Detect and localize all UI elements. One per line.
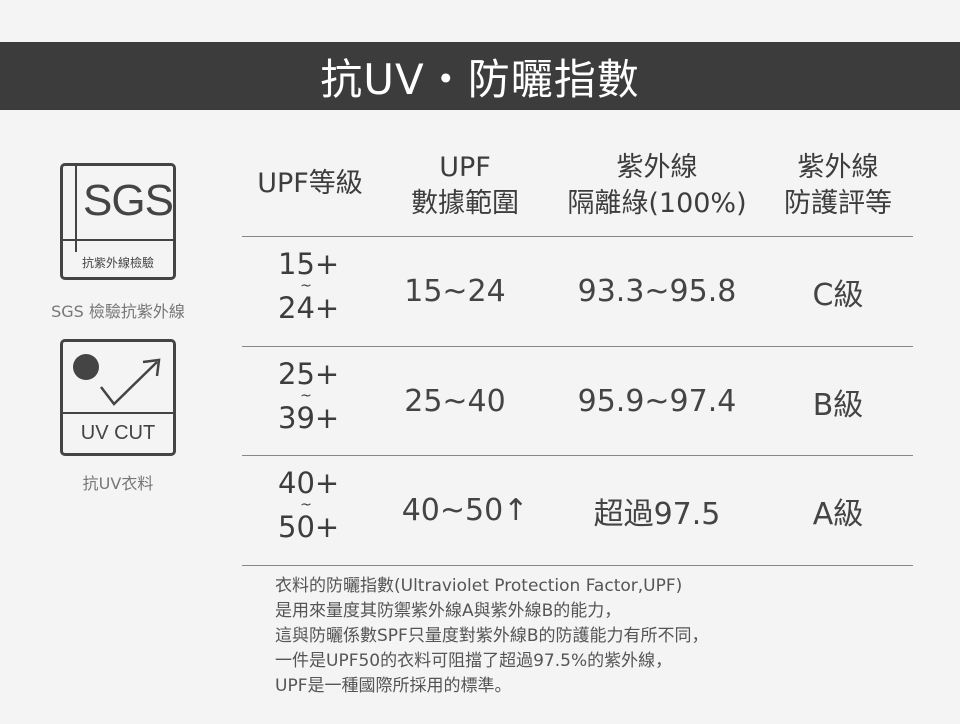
uv-caption: 抗UV衣料 (82, 474, 154, 493)
uv-cut-icon: UV CUT (60, 339, 176, 456)
table-row: 25+ ~39+ 25~40 95.9~97.4 B級 (242, 347, 913, 456)
rating: B級 (812, 387, 864, 423)
isolation-rate: 95.9~97.4 (577, 384, 737, 419)
uv-cut-label: UV CUT (80, 422, 156, 444)
header-upf-range: UPF 數據範圍 (411, 152, 519, 219)
upf-explanation: 衣料的防曬指數(Ultraviolet Protection Factor,UP… (275, 576, 709, 696)
header-isolation: 紫外線 隔離綠(100%) (567, 152, 747, 219)
page-title: 抗UV・防曬指數 (320, 54, 640, 104)
isolation-rate: 93.3~95.8 (577, 274, 737, 309)
upf-grade: 40+ ~50+ (278, 466, 340, 544)
isolation-rate: 超過97.5 (593, 496, 721, 532)
sgs-badge-icon: SGS 抗紫外線檢驗 (60, 163, 176, 280)
sgs-badge-sub: 抗紫外線檢驗 (81, 256, 154, 270)
divider (242, 455, 913, 456)
upf-grade: 25+ ~39+ (278, 357, 340, 435)
upf-range: 15~24 (404, 274, 506, 309)
title-bar: 抗UV・防曬指數 (0, 42, 960, 110)
upf-range: 25~40 (404, 384, 506, 419)
table-row: 40+ ~50+ 40~50↑ 超過97.5 A級 (242, 456, 913, 565)
divider (242, 346, 913, 347)
sgs-logo: SGS (83, 176, 174, 225)
table-header: UPF等級 UPF 數據範圍 紫外線 隔離綠(100%) 紫外線 防護評等 (242, 150, 913, 236)
rating: C級 (812, 277, 864, 313)
sgs-caption: SGS 檢驗抗紫外線 (51, 302, 185, 321)
header-upf-grade: UPF等級 (257, 168, 363, 199)
header-rating: 紫外線 防護評等 (784, 152, 892, 219)
rating: A級 (812, 496, 864, 532)
upf-range: 40~50↑ (401, 493, 529, 528)
divider (242, 236, 913, 237)
upf-grade: 15+ ~24+ (278, 247, 340, 325)
table-row: 15+ ~24+ 15~24 93.3~95.8 C級 (242, 237, 913, 346)
divider (242, 565, 913, 566)
